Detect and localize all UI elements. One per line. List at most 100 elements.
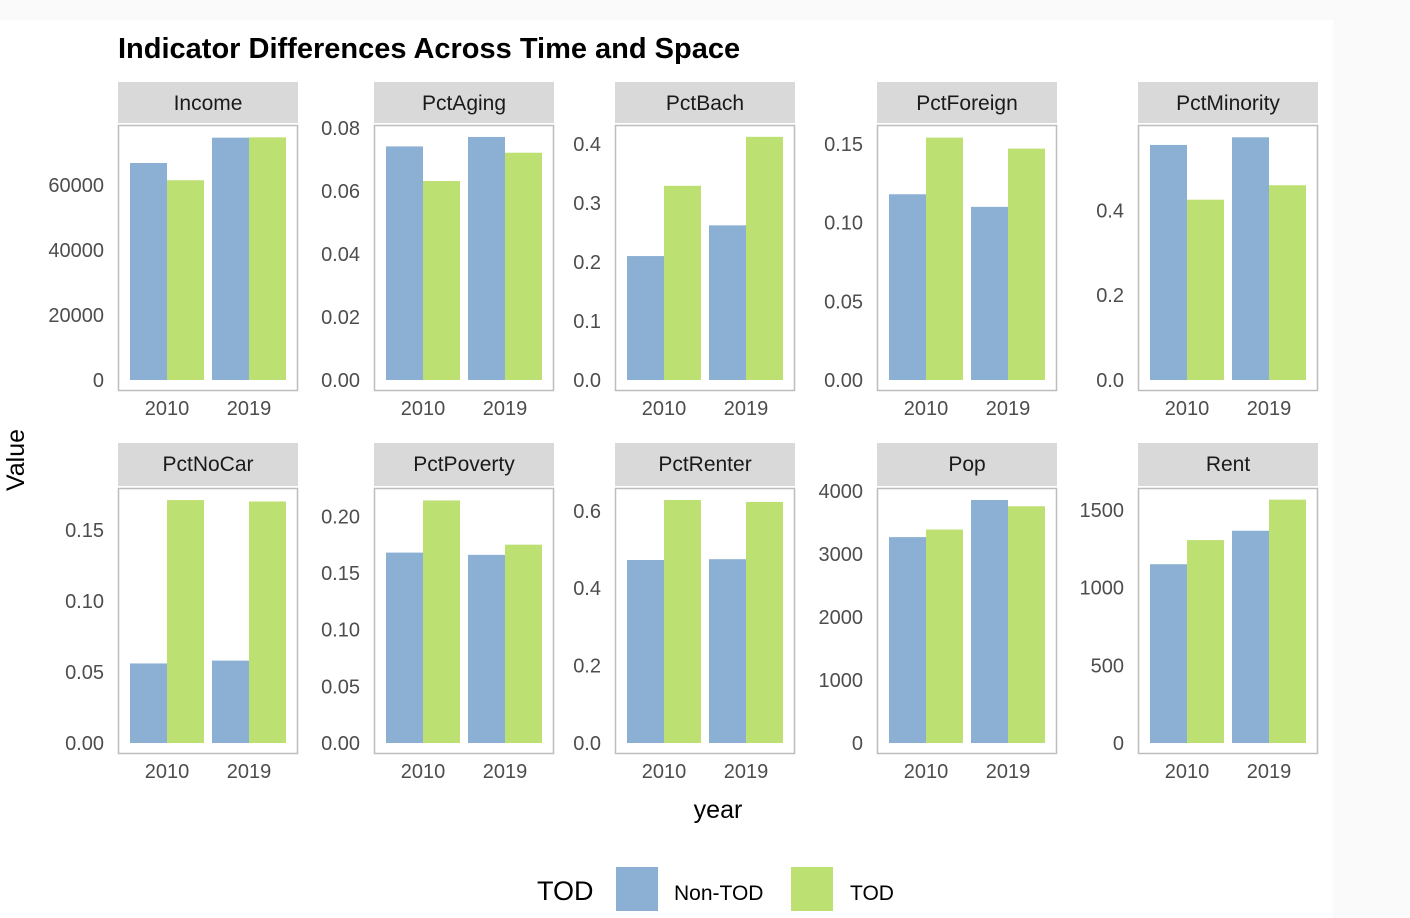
bar-pctnocar-non-tod-2010 <box>130 663 167 743</box>
y-tick-label: 3000 <box>819 544 864 566</box>
y-tick-label: 4000 <box>819 481 864 503</box>
x-tick-label: 2010 <box>401 761 446 783</box>
bar-pctaging-non-tod-2019 <box>468 136 505 380</box>
strip-label: PctNoCar <box>162 453 253 476</box>
x-tick-label: 2010 <box>642 761 687 783</box>
y-tick-label: 20000 <box>48 305 104 327</box>
bar-pctrenter-tod-2019 <box>746 501 783 743</box>
bar-pctbach-non-tod-2019 <box>709 225 746 380</box>
panel-pctrenter: PctRenter 0.0 0.2 0.4 0.6 2010 2019 <box>573 443 796 783</box>
bar-pctbach-tod-2010 <box>664 185 701 380</box>
x-tick-label: 2010 <box>1165 761 1210 783</box>
chart-svg: Indicator Differences Across Time and Sp… <box>2 33 1319 911</box>
strip-pctpoverty <box>374 443 554 486</box>
panel-pctbach: PctBach 0.0 0.1 0.2 0.3 0.4 2010 2019 <box>573 82 796 420</box>
bar-pctforeign-tod-2019 <box>1008 148 1045 380</box>
legend-label-non-tod: Non-TOD <box>674 882 763 905</box>
x-axis-title: year <box>694 796 743 824</box>
bar-pctrenter-non-tod-2010 <box>627 559 664 743</box>
x-tick-label: 2019 <box>227 398 272 420</box>
x-tick-label: 2010 <box>145 398 190 420</box>
y-tick-label: 0.15 <box>321 563 360 585</box>
bar-pctminority-non-tod-2010 <box>1150 144 1187 380</box>
y-tick-label: 0 <box>852 733 863 755</box>
bar-pctaging-tod-2010 <box>423 181 460 380</box>
chart-title: Indicator Differences Across Time and Sp… <box>118 33 740 65</box>
panel-pctpoverty: PctPoverty 0.00 0.05 0.10 0.15 0.20 2010 2019 <box>321 443 555 783</box>
strip-pctrenter <box>615 443 795 486</box>
y-tick-label: 0.0 <box>1096 370 1124 392</box>
x-tick-label: 2019 <box>986 398 1031 420</box>
y-tick-label: 0.04 <box>321 244 360 266</box>
y-tick-label: 40000 <box>48 240 104 262</box>
strip-label: Income <box>174 92 243 115</box>
strip-label: Pop <box>948 453 985 476</box>
panel-pop: Pop 0 1000 2000 3000 4000 2010 2019 <box>819 443 1058 783</box>
bar-pctpoverty-non-tod-2019 <box>468 554 505 743</box>
bar-pctaging-non-tod-2010 <box>386 146 423 380</box>
y-tick-label: 0.4 <box>1096 200 1124 222</box>
bar-pctnocar-tod-2010 <box>167 500 204 743</box>
y-tick-label: 0.15 <box>65 520 104 542</box>
strip-label: PctMinority <box>1176 92 1280 115</box>
bar-pctbach-tod-2019 <box>746 136 783 380</box>
y-tick-label: 0.02 <box>321 307 360 329</box>
y-tick-label: 0.05 <box>824 291 863 313</box>
y-tick-label: 0.6 <box>573 501 601 523</box>
bar-pctminority-tod-2010 <box>1187 199 1224 380</box>
bar-pctrenter-tod-2010 <box>664 499 701 743</box>
panel-pctaging: PctAging 0.00 0.02 0.04 0.06 0.08 2010 2019 <box>321 82 555 420</box>
y-tick-label: 0.20 <box>321 506 360 528</box>
bar-rent-tod-2010 <box>1187 540 1224 743</box>
x-tick-label: 2010 <box>904 398 949 420</box>
x-tick-label: 2019 <box>1247 761 1292 783</box>
x-tick-label: 2010 <box>401 398 446 420</box>
x-tick-label: 2019 <box>1247 398 1292 420</box>
y-tick-label: 0.3 <box>573 193 601 215</box>
panel-pctminority: PctMinority 0.0 0.2 0.4 2010 2019 <box>1096 82 1319 420</box>
y-tick-label: 0.06 <box>321 181 360 203</box>
y-tick-label: 0.15 <box>824 134 863 156</box>
legend-label-tod: TOD <box>850 882 894 905</box>
bar-rent-tod-2019 <box>1269 499 1306 743</box>
y-tick-label: 0.2 <box>573 656 601 678</box>
y-tick-label: 0.00 <box>321 370 360 392</box>
panel-pctforeign: PctForeign 0.00 0.05 0.10 0.15 2010 2019 <box>824 82 1058 420</box>
bar-pop-tod-2019 <box>1008 506 1045 743</box>
bar-pctrenter-non-tod-2019 <box>709 559 746 743</box>
y-tick-label: 0.00 <box>65 733 104 755</box>
x-tick-label: 2019 <box>724 398 769 420</box>
y-tick-label: 0.00 <box>824 370 863 392</box>
strip-pop <box>877 443 1057 486</box>
bar-pctminority-tod-2019 <box>1269 185 1306 380</box>
chart: Indicator Differences Across Time and Sp… <box>0 20 1333 918</box>
legend-key-tod <box>791 867 833 911</box>
bar-pop-non-tod-2010 <box>889 537 926 743</box>
y-tick-label: 2000 <box>819 607 864 629</box>
bar-pctnocar-non-tod-2019 <box>212 660 249 743</box>
y-tick-label: 0.00 <box>321 733 360 755</box>
y-tick-label: 0.05 <box>65 662 104 684</box>
bar-pctminority-non-tod-2019 <box>1232 137 1269 380</box>
legend-key-non-tod <box>616 867 658 911</box>
y-tick-label: 0.0 <box>573 370 601 392</box>
x-tick-label: 2019 <box>483 761 528 783</box>
bar-pctforeign-non-tod-2019 <box>971 206 1008 380</box>
strip-label: PctBach <box>666 92 744 115</box>
bar-income-non-tod-2010 <box>130 163 167 380</box>
y-tick-label: 0.05 <box>321 676 360 698</box>
x-tick-label: 2019 <box>227 761 272 783</box>
bar-rent-non-tod-2010 <box>1150 564 1187 743</box>
y-tick-label: 0.10 <box>321 620 360 642</box>
strip-label: PctForeign <box>916 92 1018 115</box>
y-tick-label: 0.2 <box>573 252 601 274</box>
strip-pctbach <box>615 82 795 123</box>
panel-rent: Rent 0 500 1000 1500 2010 2019 <box>1080 443 1319 783</box>
strip-label: PctAging <box>422 92 506 115</box>
y-tick-label: 0.0 <box>573 733 601 755</box>
y-tick-label: 1000 <box>819 670 864 692</box>
y-tick-label: 0.2 <box>1096 285 1124 307</box>
facet-panels: Income 0 20000 40000 60000 2010 2019 PctAging 0.… <box>48 82 1319 783</box>
y-tick-label: 60000 <box>48 175 104 197</box>
bar-rent-non-tod-2019 <box>1232 530 1269 743</box>
